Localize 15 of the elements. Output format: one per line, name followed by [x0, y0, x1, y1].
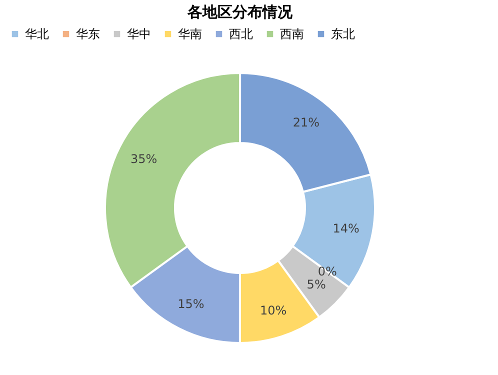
text: 0% — [318, 264, 337, 279]
legend-label: 西南 — [280, 27, 304, 42]
data-label: 5% — [306, 277, 326, 292]
data-label: 14% — [332, 221, 360, 236]
chart-title: 各地区分布情况 — [186, 3, 294, 21]
legend-label: 东北 — [331, 27, 355, 42]
legend-label: 华东 — [76, 27, 100, 42]
data-label: 21% — [292, 116, 320, 130]
legend-label: 华中 — [127, 27, 151, 42]
legend-label: 西北 — [229, 27, 253, 42]
legend-label: 华南 — [178, 27, 202, 42]
data-label: 10% — [260, 304, 287, 318]
legend-label: 华北 — [25, 27, 49, 42]
data-label: 35% — [130, 152, 158, 166]
data-label: 15% — [178, 297, 204, 312]
